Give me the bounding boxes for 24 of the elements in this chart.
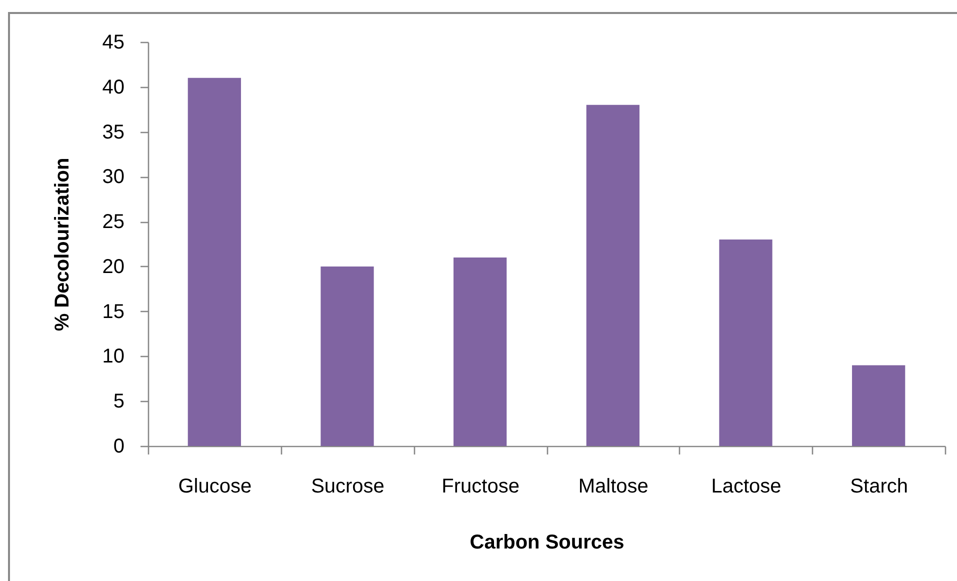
bar <box>320 266 374 446</box>
x-tick-label: Lactose <box>711 476 782 498</box>
bar <box>586 104 640 446</box>
x-tick-label: Glucose <box>178 476 252 498</box>
y-tick-label: 25 <box>102 211 124 234</box>
y-tick-label: 20 <box>102 256 124 278</box>
bar <box>188 78 241 446</box>
bar <box>719 240 772 446</box>
bar <box>852 365 906 446</box>
y-tick-label: 30 <box>102 166 124 188</box>
y-tick-label: 5 <box>113 390 124 413</box>
y-tick-label: 10 <box>102 346 124 368</box>
y-tick-label: 45 <box>102 32 124 54</box>
x-tick-label: Sucrose <box>311 476 384 498</box>
y-tick-label: 0 <box>113 436 124 458</box>
x-tick-label: Maltose <box>578 476 648 498</box>
x-tick-label: Fructose <box>442 476 520 498</box>
y-tick-label: 35 <box>102 121 124 144</box>
bar <box>454 257 507 446</box>
y-axis-title: % Decolourization <box>52 158 74 332</box>
x-tick-label: Starch <box>850 476 908 498</box>
y-tick-label: 40 <box>102 76 124 98</box>
y-tick-label: 15 <box>102 300 124 323</box>
x-axis-title: Carbon Sources <box>470 532 624 554</box>
